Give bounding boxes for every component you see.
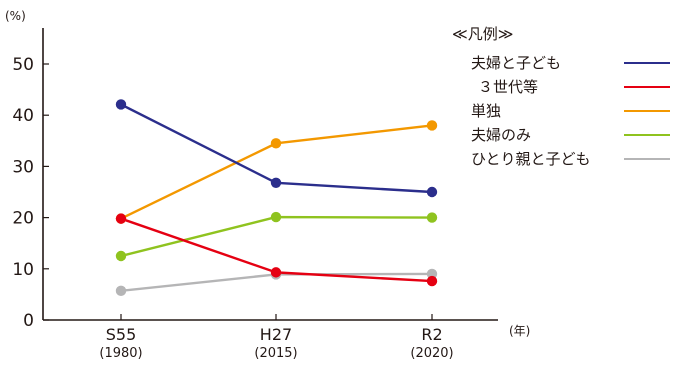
data-point	[115, 213, 127, 224]
data-point	[115, 285, 127, 297]
data-point	[270, 267, 282, 278]
series-points	[115, 99, 438, 297]
series-line	[120, 215, 433, 258]
data-point	[426, 186, 438, 198]
y-tick-label: 10	[12, 260, 34, 280]
legend-label: ３世代等	[478, 78, 538, 96]
y-tick-label: 50	[12, 55, 34, 75]
y-tick-label: 40	[12, 106, 34, 126]
x-axis-unit: (年)	[509, 324, 530, 338]
y-tick-labels: 0 10 20 30 40 50	[12, 55, 49, 331]
x-tick-sublabel: (2020)	[410, 346, 453, 361]
legend-label: 単独	[471, 102, 501, 120]
y-tick-label: 30	[12, 157, 34, 177]
data-point	[426, 120, 438, 131]
y-axis-unit: (%)	[5, 9, 26, 23]
y-tick-label: 20	[12, 209, 34, 229]
legend-label: ひとり親と子ども	[471, 150, 591, 168]
legend-title: ≪凡例≫	[452, 25, 513, 43]
y-tick-label: 0	[23, 311, 34, 331]
series-lines	[120, 103, 433, 293]
data-point	[270, 138, 282, 149]
data-point	[115, 250, 127, 262]
x-tick-label: R2	[421, 325, 442, 344]
data-point	[115, 99, 127, 110]
x-tick-sublabel: (2015)	[254, 346, 297, 361]
data-point	[270, 177, 282, 188]
legend-label: 夫婦と子ども	[471, 54, 561, 72]
x-tick-sublabel: (1980)	[99, 346, 142, 361]
data-point	[426, 275, 438, 287]
x-tick-label: S55	[106, 325, 137, 344]
x-tick-label: H27	[260, 325, 292, 344]
data-point	[426, 268, 438, 280]
axes	[42, 28, 498, 321]
x-tick-labels: S55 (1980) H27 (2015) R2 (2020)	[99, 314, 454, 361]
data-point	[426, 212, 438, 223]
data-point	[270, 211, 282, 223]
legend-label: 夫婦のみ	[471, 126, 531, 144]
